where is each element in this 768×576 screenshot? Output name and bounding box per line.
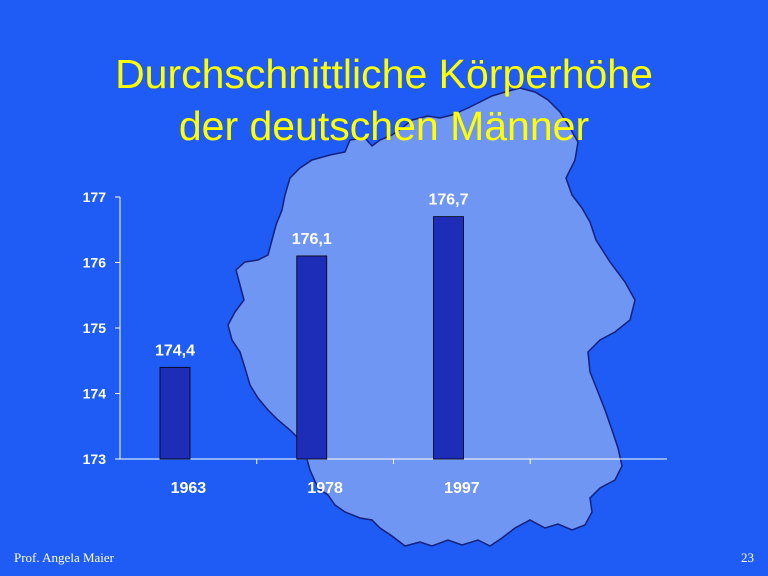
page-number: 23 <box>741 550 754 565</box>
y-ticks: 173 174 175 176 177 <box>83 189 120 467</box>
y-tick-label: 173 <box>83 451 107 467</box>
bars <box>159 216 464 460</box>
bar-1978 <box>296 255 328 460</box>
y-tick-label: 177 <box>83 189 107 205</box>
y-tick-label: 176 <box>83 255 107 271</box>
category-label: 1997 <box>444 480 480 497</box>
germany-map-shape <box>227 87 636 547</box>
title-line-1: Durchschnittliche Körperhöhe <box>115 51 653 97</box>
category-label: 1963 <box>171 480 207 497</box>
data-label: 176,1 <box>292 231 332 248</box>
title-line-2: der deutschen Männer <box>178 103 590 149</box>
category-label: 1978 <box>307 480 343 497</box>
x-ticks <box>256 459 531 464</box>
y-tick-label: 174 <box>83 386 107 402</box>
page-title: Durchschnittliche Körperhöhe der deutsch… <box>0 48 768 152</box>
data-label: 176,7 <box>428 192 468 209</box>
data-labels: 174,4 176,1 176,7 <box>155 192 469 360</box>
bar-1997 <box>433 216 464 460</box>
y-tick-label: 175 <box>83 320 107 336</box>
data-label: 174,4 <box>155 342 195 359</box>
category-labels: 1963 1978 1997 <box>171 480 480 497</box>
footer-author: Prof. Angela Maier <box>14 550 115 565</box>
bar-1963 <box>159 366 191 460</box>
